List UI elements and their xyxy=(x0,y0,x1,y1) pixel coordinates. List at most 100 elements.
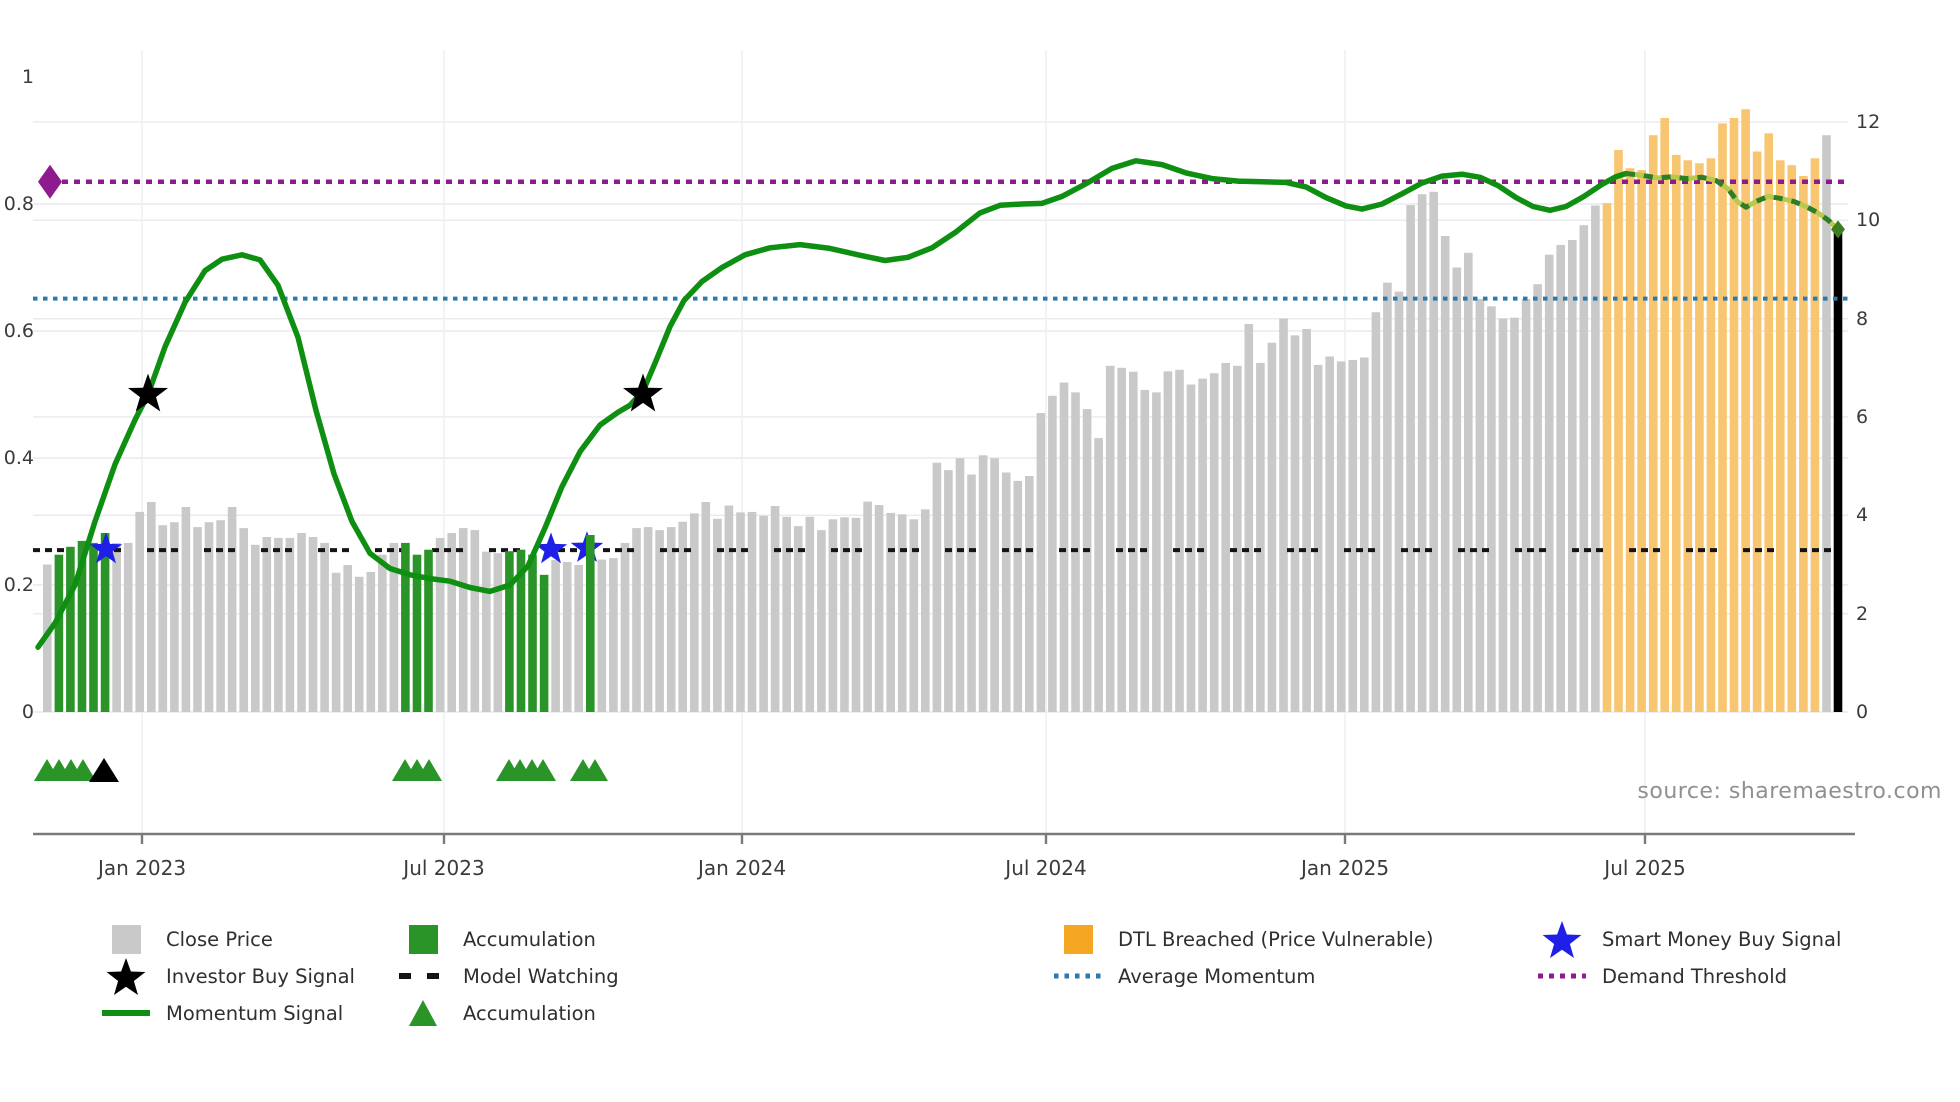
close-price-bar xyxy=(1163,371,1173,712)
close-price-bar xyxy=(274,537,283,712)
close-price-bar xyxy=(1533,284,1542,712)
close-price-bar xyxy=(886,512,895,712)
dtl-breached-bar xyxy=(1752,151,1762,712)
x-axis-tick-label: Jan 2025 xyxy=(1300,856,1390,880)
accumulation-bar xyxy=(539,574,549,712)
close-price-bar xyxy=(1048,395,1057,712)
close-price-bar xyxy=(158,525,168,712)
source-attribution: source: sharemaestro.com xyxy=(1637,779,1942,804)
close-price-bar xyxy=(724,505,734,712)
x-axis-tick-label: Jan 2024 xyxy=(697,856,787,880)
momentum-end-diamond-icon xyxy=(1831,220,1845,239)
green-square-icon xyxy=(409,925,438,954)
legend-item-dtl-breached: DTL Breached (Price Vulnerable) xyxy=(1052,920,1433,958)
demand-threshold-start-diamond-icon xyxy=(38,164,62,199)
legend-label: DTL Breached (Price Vulnerable) xyxy=(1118,927,1434,951)
close-price-bar xyxy=(1568,240,1577,712)
close-price-bar xyxy=(227,507,237,712)
legend-label: Accumulation xyxy=(463,1001,596,1025)
close-price-bar xyxy=(1383,282,1392,712)
close-price-bar xyxy=(1221,362,1230,712)
green-triangle-icon xyxy=(409,1000,437,1026)
close-price-bar xyxy=(435,537,445,712)
dtl-breached-bar xyxy=(1625,168,1635,712)
dtl-breached-bar xyxy=(1787,165,1797,712)
y-axis-left-tick-label: 0.4 xyxy=(3,447,34,469)
dtl-breached-bar xyxy=(1776,160,1785,713)
close-price-bar xyxy=(135,511,144,712)
close-price-bar xyxy=(967,474,976,712)
dtl-breached-bar xyxy=(1614,150,1623,712)
dtl-breached-bar xyxy=(1602,203,1612,712)
close-price-bar xyxy=(1591,205,1600,712)
close-price-bar xyxy=(1360,357,1369,712)
close-price-bar xyxy=(1336,361,1346,712)
close-price-bar xyxy=(632,528,641,712)
accumulation-bar xyxy=(505,551,514,712)
y-axis-right-tick-label: 10 xyxy=(1856,209,1881,232)
close-price-bar xyxy=(216,520,225,712)
close-price-bar xyxy=(343,565,352,712)
x-axis-tick-label: Jul 2023 xyxy=(403,856,485,880)
close-price-bar xyxy=(1394,291,1404,712)
close-price-bar xyxy=(1013,480,1023,712)
y-axis-right-tick-label: 2 xyxy=(1856,602,1869,625)
close-price-bar xyxy=(978,455,988,712)
dtl-breached-bar xyxy=(1637,170,1646,713)
y-axis-left-tick-label: 0.6 xyxy=(3,320,34,342)
close-price-bar xyxy=(493,553,503,712)
close-price-bar xyxy=(1464,252,1473,713)
close-price-bar xyxy=(112,542,121,712)
close-price-bar xyxy=(701,502,711,712)
close-price-bar xyxy=(840,517,849,712)
close-price-bar xyxy=(597,559,607,712)
close-price-bar xyxy=(285,537,295,712)
y-axis-left-tick-label: 1 xyxy=(21,66,34,88)
close-price-bar xyxy=(1440,236,1450,712)
close-price-bar xyxy=(1105,365,1115,712)
close-price-swatch-icon xyxy=(112,925,141,954)
accumulation-triangle-icon xyxy=(530,759,556,781)
x-axis-tick-label: Jan 2023 xyxy=(97,856,187,880)
close-price-bar xyxy=(366,571,376,712)
close-price-bar xyxy=(251,544,260,712)
legend-label: Close Price xyxy=(166,927,273,951)
accumulation-bar xyxy=(89,542,98,712)
close-price-bar xyxy=(932,462,942,712)
close-price-bar xyxy=(574,565,583,712)
close-price-bar xyxy=(482,551,491,712)
accumulation-bar xyxy=(586,535,595,712)
close-price-bar xyxy=(551,560,560,712)
close-price-bar xyxy=(1256,362,1265,712)
close-price-bar xyxy=(239,528,248,712)
x-axis-tick-label: Jul 2024 xyxy=(1005,856,1087,880)
close-price-bar xyxy=(1510,317,1519,712)
close-price-bar xyxy=(1001,472,1011,712)
dtl-breached-bar xyxy=(1741,109,1750,712)
close-price-bar xyxy=(828,519,838,712)
legend-item-accumulation-bar: Accumulation xyxy=(397,920,596,958)
close-price-bar xyxy=(666,527,676,712)
dtl-breached-bar xyxy=(1729,118,1739,712)
close-price-bar xyxy=(1371,312,1381,712)
close-price-bar xyxy=(747,511,757,712)
dtl-breached-bar xyxy=(1718,123,1727,712)
close-price-bar xyxy=(1059,382,1069,712)
close-price-bar xyxy=(458,528,468,712)
close-price-bar xyxy=(170,522,179,712)
close-price-bar xyxy=(308,537,318,712)
close-price-bar xyxy=(736,512,745,712)
dtl-breached-bar xyxy=(1695,163,1704,713)
accumulation-bar xyxy=(54,554,64,712)
close-price-bar xyxy=(447,533,456,712)
investor-buy-star-icon xyxy=(128,373,168,412)
close-price-bar xyxy=(1094,438,1103,712)
x-axis-tick-label: Jul 2025 xyxy=(1604,856,1686,880)
close-price-bar xyxy=(1244,324,1254,712)
legend-item-investor-buy-signal: Investor Buy Signal xyxy=(100,957,355,995)
close-price-bar xyxy=(909,519,919,712)
close-price-bar xyxy=(1071,392,1080,712)
close-price-bar xyxy=(944,470,953,712)
close-price-bar xyxy=(1313,364,1323,712)
